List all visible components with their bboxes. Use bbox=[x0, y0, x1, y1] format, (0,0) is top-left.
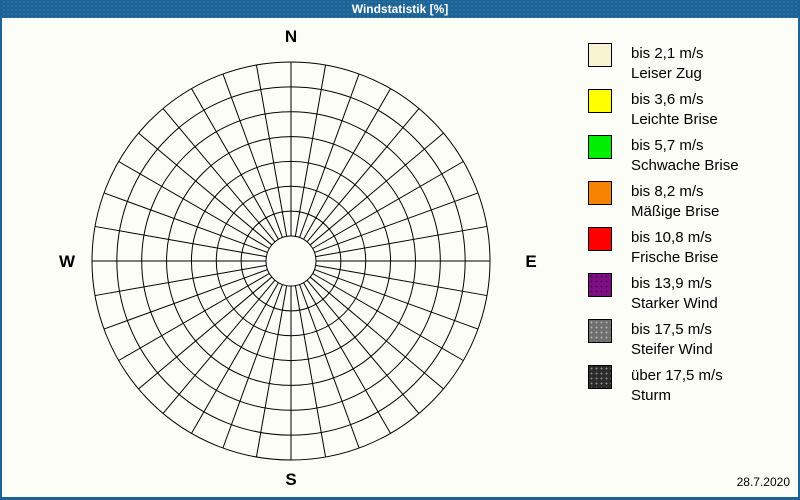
legend-item-steifer-wind: bis 17,5 m/s Steifer Wind bbox=[588, 319, 739, 358]
legend-speed: bis 2,1 m/s bbox=[631, 45, 704, 62]
legend-speed: bis 5,7 m/s bbox=[631, 137, 704, 154]
legend-swatch-frische-brise bbox=[588, 227, 612, 251]
legend-name: Starker Wind bbox=[631, 295, 718, 312]
legend-name: Sturm bbox=[631, 387, 672, 404]
legend-name: Leichte Brise bbox=[631, 111, 718, 128]
compass-label-east: E bbox=[525, 252, 537, 271]
legend-speed: bis 17,5 m/s bbox=[631, 321, 712, 338]
legend-speed: bis 8,2 m/s bbox=[631, 183, 704, 200]
legend-swatch-starker-wind bbox=[588, 273, 612, 297]
legend-item-leiser-zug: bis 2,1 m/s Leiser Zug bbox=[588, 43, 739, 82]
legend-swatch-leiser-zug bbox=[588, 43, 612, 67]
legend-item-maessige-brise: bis 8,2 m/s Mäßige Brise bbox=[588, 181, 739, 220]
compass-label-west: W bbox=[58, 252, 76, 271]
legend-speed: über 17,5 m/s bbox=[631, 367, 723, 384]
legend-speed: bis 10,8 m/s bbox=[631, 229, 712, 246]
legend-name: Frische Brise bbox=[631, 249, 719, 266]
window-title: Windstatistik [%] bbox=[351, 2, 449, 16]
compass-label-north: N bbox=[284, 27, 298, 46]
legend-name: Mäßige Brise bbox=[631, 203, 720, 220]
window-titlebar: Windstatistik [%] bbox=[2, 0, 798, 18]
legend-item-starker-wind: bis 13,9 m/s Starker Wind bbox=[588, 273, 739, 312]
legend-swatch-maessige-brise bbox=[588, 181, 612, 205]
legend-item-leichte-brise: bis 3,6 m/s Leichte Brise bbox=[588, 89, 739, 128]
date-label: 28.7.2020 bbox=[736, 475, 790, 489]
legend-speed: bis 3,6 m/s bbox=[631, 91, 704, 108]
legend-name: Schwache Brise bbox=[631, 157, 739, 174]
legend-swatch-schwache-brise bbox=[588, 135, 612, 159]
legend-swatch-sturm bbox=[588, 365, 612, 389]
legend-name: Leiser Zug bbox=[631, 65, 702, 82]
legend: bis 2,1 m/s Leiser Zug bis 3,6 m/s Leich… bbox=[588, 43, 739, 411]
legend-item-schwache-brise: bis 5,7 m/s Schwache Brise bbox=[588, 135, 739, 174]
legend-item-sturm: über 17,5 m/s Sturm bbox=[588, 365, 739, 404]
legend-swatch-steifer-wind bbox=[588, 319, 612, 343]
legend-name: Steifer Wind bbox=[631, 341, 713, 358]
legend-speed: bis 13,9 m/s bbox=[631, 275, 712, 292]
legend-swatch-leichte-brise bbox=[588, 89, 612, 113]
legend-item-frische-brise: bis 10,8 m/s Frische Brise bbox=[588, 227, 739, 266]
compass-label-south: S bbox=[285, 470, 297, 489]
